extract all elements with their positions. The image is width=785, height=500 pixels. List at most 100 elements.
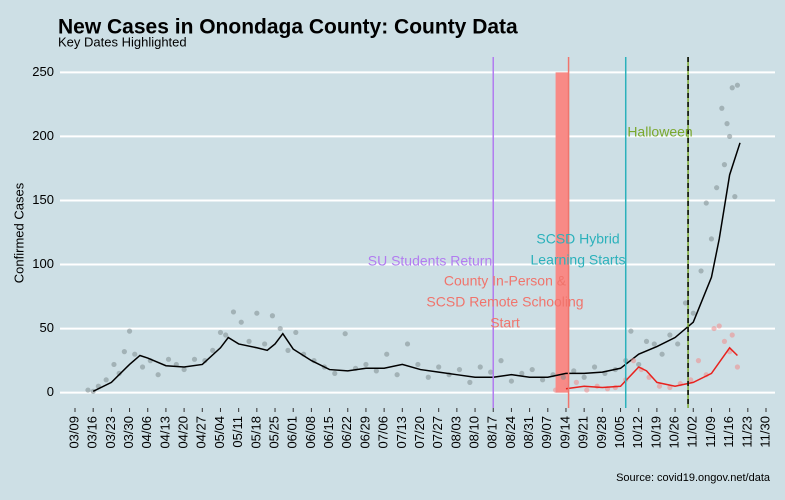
data-point: [612, 384, 618, 391]
data-point: [436, 364, 442, 370]
x-tick-label: 09/14: [557, 416, 572, 449]
x-tick-label: 09/07: [539, 416, 554, 449]
data-point: [488, 369, 494, 375]
data-point: [269, 313, 276, 319]
data-point: [721, 338, 728, 344]
data-point: [539, 377, 546, 383]
x-tick-label: 10/05: [612, 416, 627, 449]
data-point: [238, 319, 244, 325]
data-point: [675, 341, 681, 347]
x-tick-label: 07/13: [394, 416, 409, 449]
data-point: [85, 387, 91, 393]
data-point: [628, 328, 634, 334]
data-point: [560, 374, 566, 380]
data-point: [651, 341, 657, 347]
data-point: [519, 370, 525, 377]
data-point: [729, 332, 735, 338]
data-point: [285, 347, 291, 353]
x-tick-label: 11/23: [739, 416, 754, 448]
x-tick-label: 11/02: [685, 416, 700, 448]
data-point: [262, 341, 268, 347]
data-point: [714, 185, 720, 191]
x-tick-label: 03/09: [66, 416, 81, 449]
data-point: [181, 366, 187, 373]
data-point: [210, 347, 216, 353]
trend-line: [565, 346, 738, 390]
data-point: [415, 361, 421, 368]
x-tick-label: 10/26: [667, 416, 682, 449]
data-point: [132, 351, 138, 357]
data-point: [659, 351, 665, 357]
data-point: [656, 383, 663, 389]
data-point: [630, 358, 637, 364]
y-tick-label: 0: [47, 384, 54, 399]
x-tick-label: 05/25: [266, 416, 281, 449]
data-point: [581, 374, 587, 380]
x-tick-label: 06/22: [339, 416, 354, 449]
x-tick-label: 07/20: [412, 416, 427, 449]
x-tick-label: 08/24: [503, 416, 518, 449]
x-tick-label: 04/06: [139, 416, 154, 449]
x-tick-label: 07/06: [376, 416, 391, 449]
data-point: [667, 384, 673, 391]
x-tick-label: 08/31: [521, 416, 536, 449]
y-tick-label: 150: [32, 192, 54, 207]
data-point: [695, 358, 702, 364]
data-point: [636, 361, 642, 368]
data-point: [719, 105, 725, 111]
data-point: [584, 387, 590, 393]
data-point: [508, 378, 515, 384]
chart-title: New Cases in Onondaga County: County Dat…: [58, 16, 518, 39]
x-tick-label: 11/30: [757, 416, 772, 448]
data-point: [643, 338, 650, 344]
data-point: [688, 377, 694, 383]
event-label: SCSD Remote Schooling: [426, 294, 583, 310]
data-point: [230, 309, 237, 315]
data-point: [690, 310, 696, 316]
data-point: [277, 325, 283, 332]
data-point: [293, 329, 299, 336]
x-tick-label: 05/11: [230, 416, 245, 448]
data-point: [373, 368, 379, 374]
x-tick-label: 06/29: [357, 416, 372, 449]
data-point: [734, 364, 741, 370]
event-label: SU Students Return: [368, 253, 493, 269]
data-point: [126, 328, 133, 334]
x-tick-label: 10/19: [648, 416, 663, 449]
x-tick-label: 05/18: [248, 416, 263, 449]
data-point: [729, 85, 735, 91]
data-point: [529, 366, 535, 373]
data-point: [721, 162, 728, 168]
data-point: [121, 349, 127, 355]
data-point: [667, 332, 673, 338]
x-tick-label: 06/15: [321, 416, 336, 449]
data-point: [139, 364, 146, 370]
data-point: [563, 382, 569, 388]
y-tick-label: 50: [40, 320, 54, 335]
data-point: [404, 341, 411, 347]
source: Source: covid19.ongov.net/data: [616, 472, 771, 484]
data-point: [734, 82, 741, 88]
data-point: [732, 194, 738, 200]
data-point: [711, 325, 717, 332]
x-tick-label: 06/01: [285, 416, 300, 449]
data-point: [165, 356, 172, 362]
data-point: [498, 358, 504, 364]
data-point: [191, 356, 198, 362]
x-tick-label: 11/09: [703, 416, 718, 448]
event-label: SCSD Hybrid: [536, 231, 619, 247]
highlight-bar: [555, 72, 569, 393]
trend-line: [92, 142, 741, 393]
event-label: County In-Person &: [444, 273, 567, 289]
x-tick-label: 06/08: [303, 416, 318, 449]
data-point: [467, 379, 473, 385]
event-label: Start: [490, 315, 520, 331]
data-point: [552, 387, 559, 393]
data-point: [724, 121, 730, 127]
x-tick-label: 09/28: [594, 416, 609, 449]
x-tick-label: 08/10: [466, 416, 481, 449]
x-tick-label: 11/16: [721, 416, 736, 448]
data-point: [456, 366, 463, 373]
data-point: [384, 351, 390, 357]
